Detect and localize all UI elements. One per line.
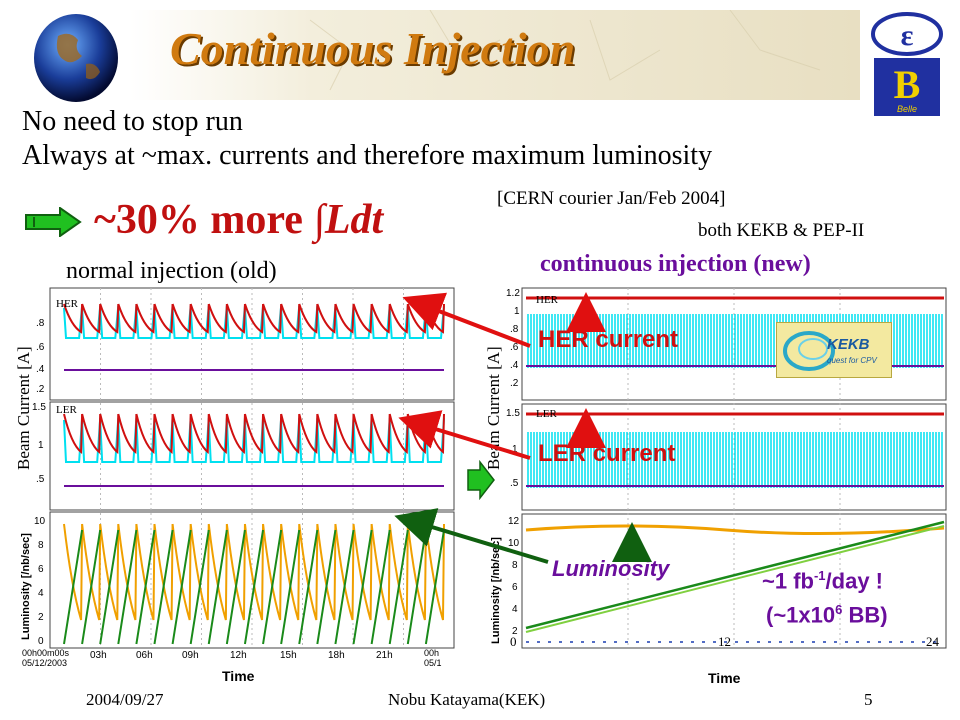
right-lumi-tick: 2 <box>512 626 518 637</box>
ler-current-annotation: LER current <box>538 440 676 467</box>
left-her-tick: .6 <box>36 342 45 353</box>
bb-a: (~1x10 <box>766 602 836 628</box>
bb-b: BB) <box>842 602 888 628</box>
lumi-orange-trace <box>525 524 945 536</box>
left-x-tick: 05/1 <box>424 658 442 668</box>
svg-text:B: B <box>894 62 921 107</box>
per-day-annotation: ~1 fb-1/day ! <box>762 568 883 594</box>
footer-date: 2004/09/27 <box>86 690 164 709</box>
bullet-max-currents: Always at ~max. currents and therefore m… <box>22 140 713 171</box>
her-pointer-arrow <box>402 292 531 348</box>
right-lumi-tick: 4 <box>512 604 518 615</box>
right-her-tick: 1.2 <box>506 288 520 299</box>
ler-cyan-trace <box>527 432 943 488</box>
lumi-green-trace <box>525 520 945 630</box>
left-lumi-tick: 10 <box>34 516 46 527</box>
her-red-trace <box>63 303 445 334</box>
slide-title: Continuous Injection <box>170 23 576 74</box>
svg-text:quest for CPV: quest for CPV <box>827 356 877 365</box>
belle-logo: ε B Belle <box>871 12 943 116</box>
reference-citation: [CERN courier Jan/Feb 2004] <box>497 188 726 209</box>
left-x-tick: 18h <box>328 650 345 661</box>
left-her-tick: .2 <box>36 384 45 395</box>
ler-pointer-arrow <box>398 410 531 460</box>
per-day-b: /day ! <box>825 568 883 594</box>
svg-text:Belle: Belle <box>897 104 917 114</box>
bullet-no-stop: No need to stop run <box>22 106 243 137</box>
left-caption: normal injection (old) <box>66 258 277 284</box>
left-x-tick: 00h <box>424 648 440 658</box>
her-current-annotation: HER current <box>538 326 679 353</box>
per-day-sup: -1 <box>813 568 826 583</box>
left-x-tick: 15h <box>280 650 297 661</box>
green-transition-arrow-icon <box>467 460 495 500</box>
left-xlabel: Time <box>222 668 255 684</box>
integral-symbol: ∫ <box>313 197 325 243</box>
right-her-tick: .4 <box>510 360 519 371</box>
footer-page-number: 5 <box>864 690 873 709</box>
right-x-tick: 0 <box>510 634 517 649</box>
gain-prefix: ~30% more <box>94 197 314 243</box>
svg-text:ε: ε <box>901 19 914 52</box>
left-x-tick: 21h <box>376 650 393 661</box>
right-her-label: HER <box>536 294 558 306</box>
globe-icon <box>34 14 118 102</box>
left-her-label: HER <box>56 298 78 310</box>
right-her-tick: .2 <box>510 378 519 389</box>
left-lumi-tick: 6 <box>38 564 44 575</box>
right-xlabel: Time <box>708 670 741 686</box>
lumi-pointer-arrow <box>394 508 549 564</box>
left-her-tick: .8 <box>36 318 45 329</box>
right-caption: continuous injection (new) <box>540 251 811 277</box>
right-her-tick: 1 <box>514 306 520 317</box>
title-band <box>130 10 860 100</box>
left-x-tick: 06h <box>136 650 153 661</box>
left-her-tick: .4 <box>36 364 45 375</box>
lumi-green-trace <box>63 529 445 645</box>
right-lumi-tick: 6 <box>512 582 518 593</box>
right-ler-tick: 1.5 <box>506 408 520 419</box>
left-lumi-tick: 0 <box>38 636 44 647</box>
left-x-tick: 05/12/2003 <box>22 658 68 668</box>
both-machines-note: both KEKB & PEP-II <box>698 220 865 241</box>
left-ler-tick: 1 <box>38 440 44 451</box>
right-lumi-tick: 10 <box>508 538 520 549</box>
left-x-tick: 00h00m00s <box>22 648 70 658</box>
lumi-lightgreen-trace <box>525 525 945 633</box>
right-x-tick: 12 <box>718 634 731 649</box>
svg-text:KEKB: KEKB <box>827 336 870 353</box>
right-lumi-tick: 8 <box>512 560 518 571</box>
left-ler-label: LER <box>56 404 77 416</box>
right-ler-label: LER <box>536 408 557 420</box>
left-x-tick: 09h <box>182 650 199 661</box>
left-ler-tick: .5 <box>36 474 45 485</box>
per-day-a: ~1 fb <box>762 568 814 594</box>
bb-sup: 6 <box>835 602 843 617</box>
kekb-swirl-icon: KEKB quest for CPV <box>783 331 877 371</box>
left-lumi-tick: 2 <box>38 612 44 623</box>
right-her-tick: .6 <box>510 342 519 353</box>
left-ler-tick: 1.5 <box>32 402 46 413</box>
footer-author: Nobu Katayama(KEK) <box>388 690 546 709</box>
ler-cyan-trace <box>63 417 445 463</box>
right-ler-tick: .5 <box>510 478 519 489</box>
green-arrow-icon <box>25 207 82 237</box>
bb-per-day-annotation: (~1x106 BB) <box>766 602 888 628</box>
left-x-tick: 03h <box>90 650 107 661</box>
left-x-tick: 12h <box>230 650 247 661</box>
kekb-logo: KEKB quest for CPV <box>776 322 892 378</box>
right-lumi-tick: 12 <box>508 516 520 527</box>
her-cyan-trace <box>63 305 445 339</box>
left-lumi-tick: 4 <box>38 588 44 599</box>
right-x-tick: 24 <box>926 634 939 649</box>
right-her-tick: .8 <box>510 324 519 335</box>
right-ler-tick: 1 <box>512 444 518 455</box>
luminosity-gain: ~30% more ∫Ldt <box>94 196 383 244</box>
left-lumi-tick: 8 <box>38 540 44 551</box>
left-chart <box>49 287 455 649</box>
gain-suffix: Ldt <box>324 197 384 243</box>
